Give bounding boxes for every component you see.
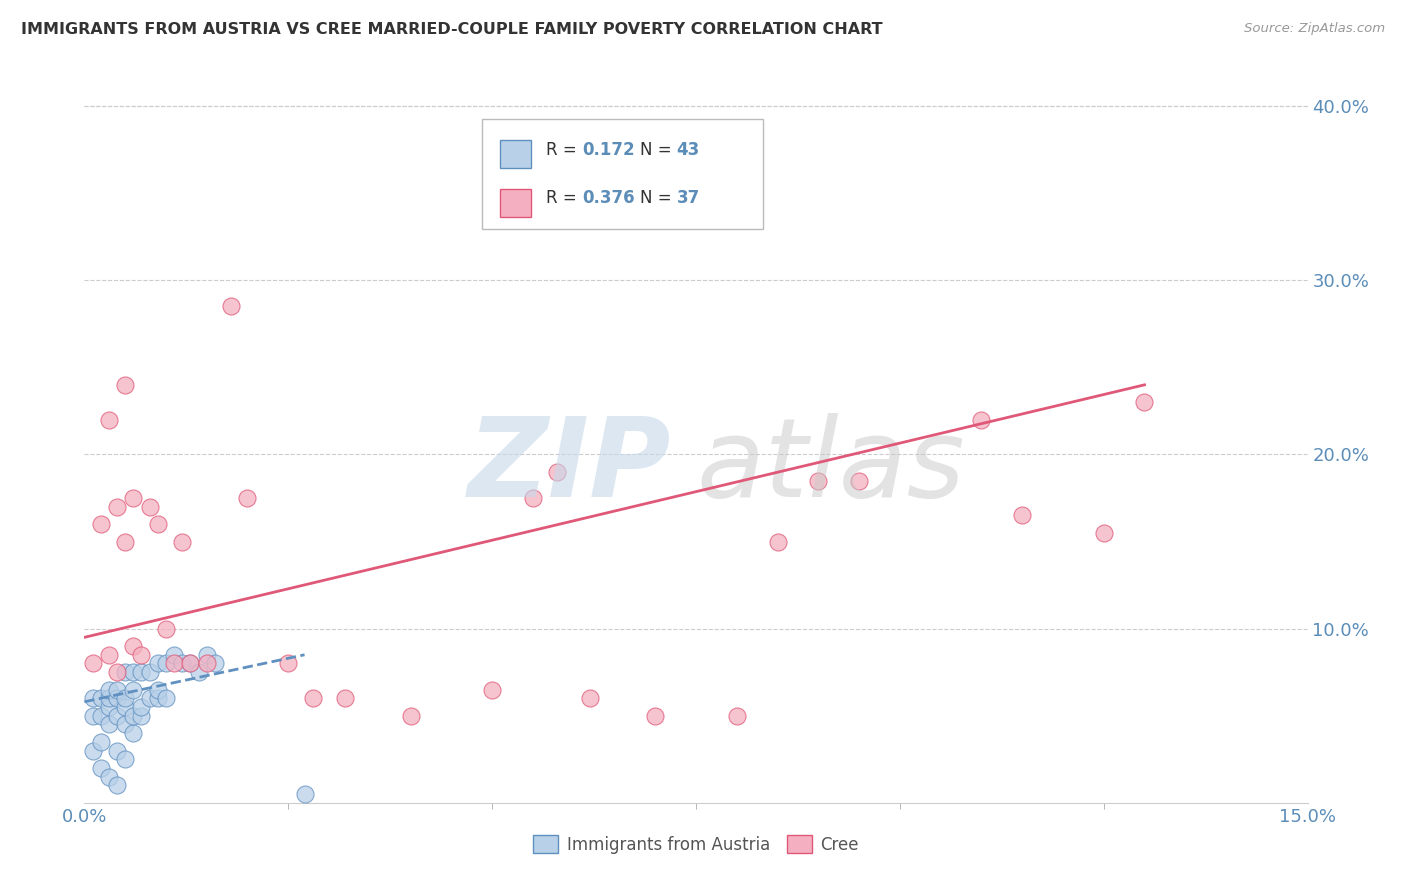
Text: Source: ZipAtlas.com: Source: ZipAtlas.com bbox=[1244, 22, 1385, 36]
Point bbox=[138, 665, 160, 680]
Point bbox=[114, 534, 136, 549]
Point bbox=[155, 622, 177, 636]
Point bbox=[122, 682, 145, 697]
Text: R =: R = bbox=[546, 189, 582, 207]
Point bbox=[90, 708, 112, 723]
Point bbox=[195, 648, 218, 662]
Point bbox=[114, 717, 136, 731]
Point bbox=[146, 691, 169, 706]
Point bbox=[131, 700, 153, 714]
Point bbox=[131, 665, 153, 680]
Point bbox=[114, 700, 136, 714]
Point bbox=[97, 700, 120, 714]
Point bbox=[725, 708, 748, 723]
Point bbox=[97, 412, 120, 426]
FancyBboxPatch shape bbox=[482, 119, 763, 228]
Point bbox=[277, 657, 299, 671]
Point bbox=[114, 377, 136, 392]
Point bbox=[301, 691, 323, 706]
Point bbox=[82, 657, 104, 671]
Point bbox=[114, 665, 136, 680]
Text: IMMIGRANTS FROM AUSTRIA VS CREE MARRIED-COUPLE FAMILY POVERTY CORRELATION CHART: IMMIGRANTS FROM AUSTRIA VS CREE MARRIED-… bbox=[21, 22, 883, 37]
Text: atlas: atlas bbox=[696, 413, 965, 520]
Point bbox=[90, 735, 112, 749]
Point bbox=[97, 691, 120, 706]
Point bbox=[122, 665, 145, 680]
Point bbox=[155, 657, 177, 671]
Point bbox=[105, 691, 128, 706]
Point bbox=[204, 657, 226, 671]
Text: N =: N = bbox=[640, 141, 676, 159]
Point bbox=[82, 743, 104, 757]
Bar bbox=[501, 140, 531, 168]
Point bbox=[146, 657, 169, 671]
Point bbox=[481, 682, 503, 697]
Point bbox=[82, 691, 104, 706]
Point bbox=[90, 691, 112, 706]
Point bbox=[848, 474, 870, 488]
Point bbox=[131, 648, 153, 662]
Text: 37: 37 bbox=[676, 189, 700, 207]
Point bbox=[105, 665, 128, 680]
Point bbox=[179, 657, 201, 671]
Point bbox=[195, 657, 218, 671]
Point bbox=[766, 534, 789, 549]
Point bbox=[579, 691, 602, 706]
Point bbox=[335, 691, 357, 706]
Point bbox=[138, 691, 160, 706]
Point bbox=[1011, 508, 1033, 523]
Point bbox=[399, 708, 422, 723]
Point bbox=[122, 491, 145, 505]
Point bbox=[172, 534, 194, 549]
Point bbox=[146, 517, 169, 532]
Point bbox=[90, 517, 112, 532]
Point bbox=[114, 752, 136, 766]
Point bbox=[236, 491, 259, 505]
Point bbox=[82, 708, 104, 723]
Text: 43: 43 bbox=[676, 141, 700, 159]
Point bbox=[114, 691, 136, 706]
Text: ZIP: ZIP bbox=[468, 413, 672, 520]
Point bbox=[970, 412, 993, 426]
Point bbox=[644, 708, 666, 723]
Point bbox=[90, 761, 112, 775]
Point bbox=[187, 665, 209, 680]
Point bbox=[122, 726, 145, 740]
Legend: Immigrants from Austria, Cree: Immigrants from Austria, Cree bbox=[527, 829, 865, 860]
Point bbox=[1133, 395, 1156, 409]
Point bbox=[97, 770, 120, 784]
Point bbox=[105, 708, 128, 723]
Point bbox=[105, 743, 128, 757]
Text: 0.172: 0.172 bbox=[582, 141, 636, 159]
Point bbox=[105, 778, 128, 792]
Point bbox=[97, 648, 120, 662]
Point bbox=[122, 639, 145, 653]
Point bbox=[131, 708, 153, 723]
Point bbox=[219, 300, 242, 314]
Point bbox=[105, 682, 128, 697]
Text: 0.376: 0.376 bbox=[582, 189, 636, 207]
Point bbox=[522, 491, 544, 505]
Bar bbox=[501, 189, 531, 217]
Point bbox=[105, 500, 128, 514]
Point bbox=[807, 474, 830, 488]
Point bbox=[1092, 525, 1115, 540]
Point bbox=[179, 657, 201, 671]
Point bbox=[172, 657, 194, 671]
Text: N =: N = bbox=[640, 189, 676, 207]
Point bbox=[97, 682, 120, 697]
Point bbox=[97, 717, 120, 731]
Point bbox=[146, 682, 169, 697]
Point bbox=[138, 500, 160, 514]
Text: R =: R = bbox=[546, 141, 582, 159]
Point bbox=[122, 708, 145, 723]
Point bbox=[546, 465, 568, 479]
Point bbox=[155, 691, 177, 706]
Point bbox=[163, 657, 186, 671]
Point bbox=[163, 648, 186, 662]
Point bbox=[294, 787, 316, 801]
